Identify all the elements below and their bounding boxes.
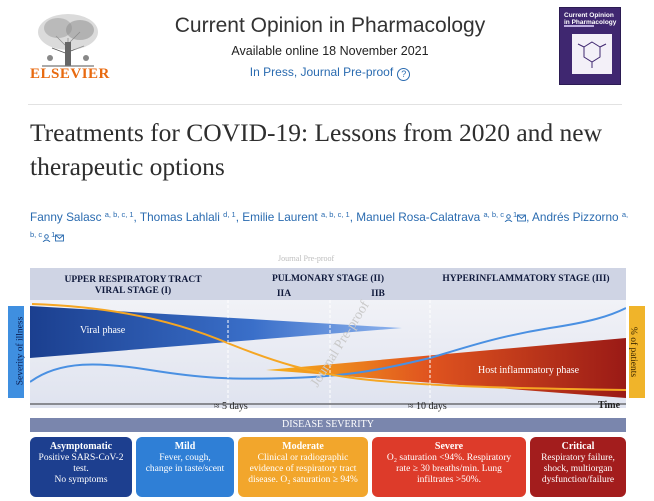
- person-icon[interactable]: [504, 214, 513, 222]
- author-affiliation[interactable]: a, b, c, 1: [104, 210, 134, 219]
- category-text: Fever, cough,: [159, 453, 211, 463]
- publisher-logo-text[interactable]: ELSEVIER: [30, 66, 110, 82]
- envelope-icon[interactable]: [55, 234, 65, 242]
- envelope-icon[interactable]: [517, 214, 527, 222]
- person-icon[interactable]: [42, 234, 51, 242]
- category-text: dysfunction/failure: [541, 475, 615, 485]
- category-text: shock, multiorgan: [543, 464, 613, 474]
- category-mild: Mild Fever, cough, change in taste/scent: [136, 437, 234, 497]
- stage-1-label: UPPER RESPIRATORY TRACT VIRAL STAGE (I): [38, 275, 228, 297]
- author-name[interactable]: Andrés Pizzorno: [532, 210, 619, 224]
- available-date: Available online 18 November 2021: [231, 44, 429, 58]
- author-link[interactable]: Thomas Lahlali d, 1: [140, 210, 236, 224]
- inpress-label[interactable]: In Press, Journal Pre-proof: [249, 65, 394, 79]
- stage-header-bar: [30, 268, 626, 300]
- author-affiliation[interactable]: a, b, c, 1: [320, 210, 350, 219]
- author-separator: ,: [235, 210, 243, 224]
- author-separator: ,: [349, 210, 357, 224]
- author-list: Fanny Salasc a, b, c, 1, Thomas Lahlali …: [30, 206, 630, 246]
- host-inflammatory-wedge: [266, 338, 626, 398]
- cover-molecule-icon: [577, 41, 607, 68]
- right-axis-label: % of patients: [628, 326, 639, 378]
- cover-title: Current Opinion in Pharmacology: [564, 12, 617, 26]
- category-text: evidence of respiratory tract: [249, 464, 357, 474]
- journal-cover-thumbnail[interactable]: Current Opinion in Pharmacology: [559, 7, 621, 85]
- orange-curve: [31, 303, 626, 391]
- cover-artwork: [572, 34, 612, 74]
- host-phase-label: Host inflammatory phase: [478, 365, 580, 376]
- category-title: Asymptomatic: [49, 441, 113, 452]
- inpress-status[interactable]: In Press, Journal Pre-proof?: [150, 65, 510, 81]
- header-divider: [28, 104, 622, 105]
- covid-stages-figure: Journal Pre-proof UPPER RESPIRATORY TRAC…: [8, 254, 645, 501]
- author-affiliation[interactable]: a, b, c: [30, 210, 629, 239]
- category-text: No symptoms: [54, 475, 108, 485]
- author-separator: ,: [526, 210, 533, 224]
- author-link[interactable]: Fanny Salasc a, b, c, 1: [30, 210, 134, 224]
- disease-severity-header: DISEASE SEVERITY: [30, 418, 626, 432]
- left-axis-label: Severity of illness: [15, 316, 26, 386]
- author-link[interactable]: Emilie Laurent a, b, c, 1: [242, 210, 349, 224]
- stage-2a-label: IIA: [276, 289, 292, 299]
- severity-curve: [30, 307, 626, 383]
- tick-5-days: ≈ 5 days: [214, 401, 248, 412]
- author-affiliation[interactable]: a, b, c: [483, 210, 504, 219]
- stage-3-label: HYPERINFLAMMATORY STAGE (III): [442, 274, 610, 284]
- category-text: disease. O₂ saturation ≥ 94%: [248, 475, 358, 485]
- category-title: Severe: [434, 441, 464, 452]
- category-text: Respiratory failure,: [541, 453, 615, 463]
- category-text: Clinical or radiographic: [257, 453, 349, 463]
- category-text: Positive SARS-CoV-2: [38, 453, 124, 463]
- article-title: Treatments for COVID-19: Lessons from 20…: [30, 118, 603, 181]
- category-title: Moderate: [282, 441, 324, 452]
- severity-chart: [30, 300, 626, 408]
- stage-2-label: PULMONARY STAGE (II): [271, 274, 385, 284]
- author-affiliation[interactable]: d, 1: [223, 210, 236, 219]
- viral-phase-label: Viral phase: [80, 325, 126, 336]
- category-title: Critical: [561, 441, 595, 452]
- elsevier-tree-logo: [28, 8, 108, 88]
- category-text: infiltrates >50%.: [417, 475, 481, 485]
- stage-1-line2: VIRAL STAGE (I): [94, 286, 172, 296]
- question-circle-icon[interactable]: ?: [397, 68, 411, 81]
- viral-phase-wedge: [30, 306, 402, 358]
- category-critical: Critical Respiratory failure, shock, mul…: [530, 437, 626, 497]
- category-title: Mild: [174, 441, 196, 452]
- author-name[interactable]: Manuel Rosa-Calatrava: [356, 210, 481, 224]
- category-asymptomatic: Asymptomatic Positive SARS-CoV-2 test. N…: [30, 437, 132, 497]
- stage-2b-label: IIB: [371, 289, 385, 299]
- author-name[interactable]: Emilie Laurent: [242, 210, 318, 224]
- left-axis-bar: [8, 306, 24, 398]
- category-moderate: Moderate Clinical or radiographic eviden…: [238, 437, 368, 497]
- journal-title[interactable]: Current Opinion in Pharmacology: [174, 14, 486, 37]
- stage-1-line1: UPPER RESPIRATORY TRACT: [64, 275, 202, 285]
- category-text: rate ≥ 30 breaths/min. Lung: [396, 464, 502, 474]
- category-text: O₂ saturation <94%. Respiratory: [386, 453, 512, 463]
- category-text: change in taste/scent: [145, 464, 225, 474]
- time-axis-label: Time: [598, 400, 621, 411]
- right-axis-bar: [629, 306, 645, 398]
- author-name[interactable]: Fanny Salasc: [30, 210, 102, 224]
- author-separator: ,: [133, 210, 140, 224]
- author-name[interactable]: Thomas Lahlali: [139, 210, 220, 224]
- watermark-top: Journal Pre-proof: [278, 254, 335, 263]
- tick-10-days: ≈ 10 days: [408, 401, 447, 412]
- category-text: test.: [73, 464, 89, 474]
- cover-divider: [564, 25, 594, 27]
- category-severe: Severe O₂ saturation <94%. Respiratory r…: [372, 437, 526, 497]
